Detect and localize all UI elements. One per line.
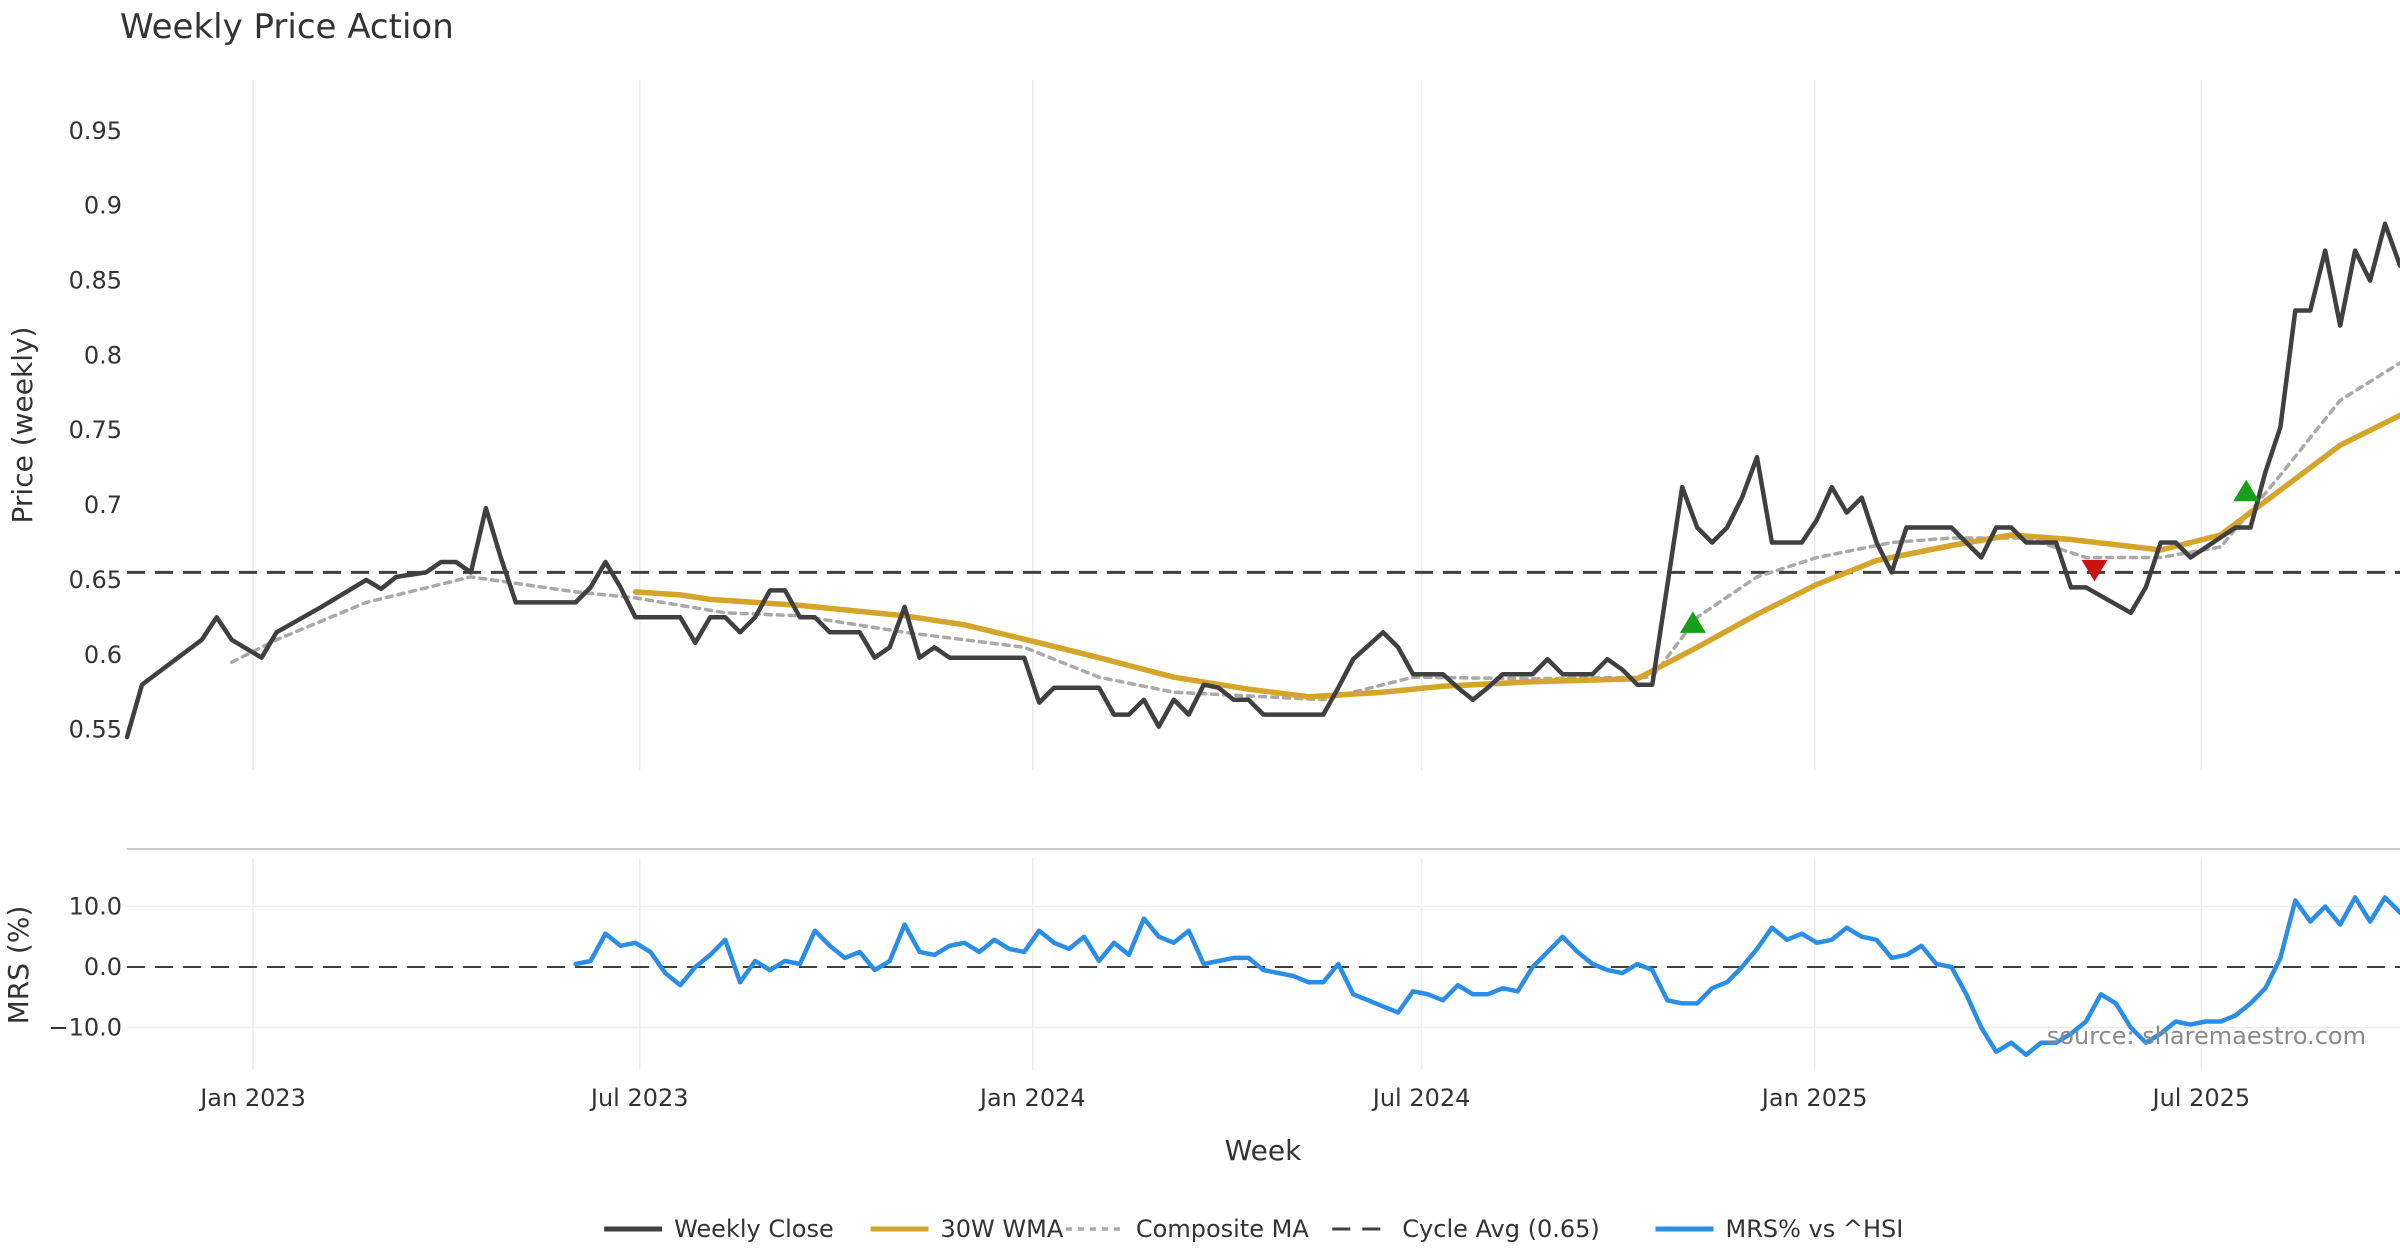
mrs-y-tick-label: 0.0 <box>84 953 122 981</box>
price-y-tick-label: 0.75 <box>69 416 122 444</box>
vertical-gridlines <box>252 80 2203 1070</box>
chart-title: Weekly Price Action <box>120 7 454 47</box>
price-y-tick-label: 0.55 <box>69 716 122 744</box>
legend-label: Weekly Close <box>674 1215 834 1243</box>
chart-legend: Weekly Close 30W WMA Composite MA Cycle Avg… <box>604 1215 1903 1243</box>
composite-ma-line <box>229 361 2400 702</box>
price-y-tick-label: 0.65 <box>69 566 122 594</box>
legend-item: MRS% vs ^HSI <box>1655 1215 1904 1243</box>
mrs-y-tick-label: 10.0 <box>69 892 122 920</box>
weekly-close-line <box>124 221 2400 740</box>
legend-label: Cycle Avg (0.65) <box>1402 1215 1599 1243</box>
x-tick-label: Jul 2024 <box>1371 1084 1471 1112</box>
legend-label: MRS% vs ^HSI <box>1726 1215 1904 1243</box>
mrs-y-tick-label: −10.0 <box>48 1014 122 1042</box>
mrs-y-axis-title: MRS (%) <box>2 906 35 1025</box>
x-tick-label: Jul 2025 <box>2150 1084 2250 1112</box>
price-panel: 0.55 0.6 0.65 0.7 0.75 0.8 0.85 0.9 0.95 <box>69 117 2400 744</box>
price-y-tick-label: 0.8 <box>84 341 122 369</box>
price-y-tick-label: 0.85 <box>69 267 122 295</box>
mrs-line <box>573 895 2400 1058</box>
x-axis-title: Week <box>1225 1134 1302 1167</box>
x-tick-label: Jan 2023 <box>198 1084 306 1112</box>
legend-label: Composite MA <box>1136 1215 1309 1243</box>
sell-signal-marker <box>2081 559 2108 582</box>
source-label: source: sharemaestro.com <box>2047 1022 2366 1050</box>
buy-signal-marker <box>1679 611 1706 633</box>
legend-item: Composite MA <box>1065 1215 1309 1243</box>
price-y-tick-label: 0.6 <box>84 641 122 669</box>
mrs-series <box>573 895 2400 1058</box>
price-y-axis-title: Price (weekly) <box>6 327 39 524</box>
legend-item: 30W WMA <box>870 1215 1064 1243</box>
legend-item: Weekly Close <box>604 1215 834 1243</box>
x-tick-label: Jan 2025 <box>1760 1084 1868 1112</box>
mrs-y-ticks: 10.0 0.0 −10.0 <box>48 892 2400 1042</box>
mrs-panel: 10.0 0.0 −10.0 <box>48 892 2400 1058</box>
price-y-tick-label: 0.95 <box>69 117 122 145</box>
x-tick-label: Jul 2023 <box>589 1084 689 1112</box>
legend-label: 30W WMA <box>941 1215 1064 1243</box>
x-tick-labels: Jan 2023 Jul 2023 Jan 2024 Jul 2024 Jan 2025… <box>198 1084 2250 1112</box>
x-tick-label: Jan 2024 <box>978 1084 1086 1112</box>
signal-markers <box>1679 479 2260 633</box>
price-y-ticks: 0.55 0.6 0.65 0.7 0.75 0.8 0.85 0.9 0.95 <box>69 117 122 744</box>
price-series <box>124 221 2400 740</box>
price-y-tick-label: 0.9 <box>84 192 122 220</box>
price-y-tick-label: 0.7 <box>84 491 122 519</box>
buy-signal-marker <box>2233 479 2260 502</box>
wma-30w-line <box>632 412 2400 700</box>
legend-item: Cycle Avg (0.65) <box>1332 1215 1600 1243</box>
